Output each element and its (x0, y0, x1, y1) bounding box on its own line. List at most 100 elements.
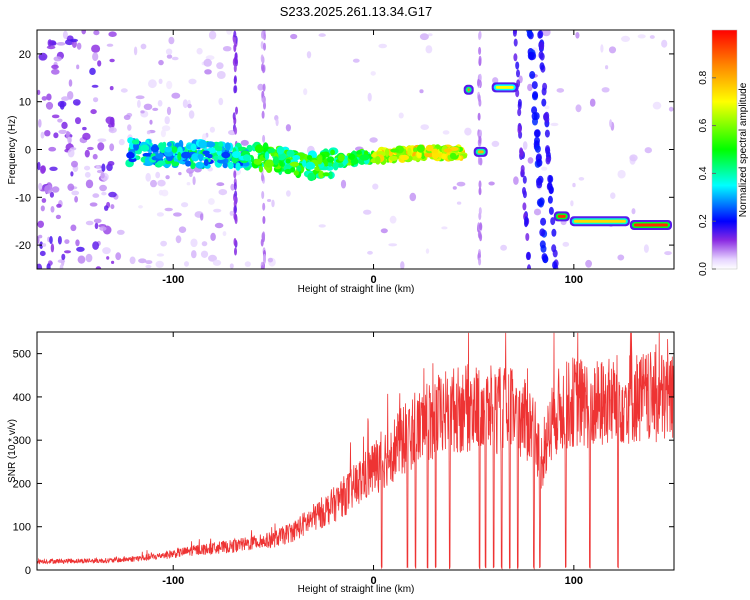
noise-speckle (164, 116, 170, 125)
ridge-blob (293, 170, 299, 176)
noise-speckle (101, 163, 106, 172)
streak-blob (547, 195, 553, 204)
ridge-blob (356, 150, 362, 155)
streak-blob (533, 112, 540, 121)
noise-speckle (116, 229, 125, 235)
noise-speckle (38, 182, 43, 191)
noise-speckle (75, 239, 80, 247)
streak-blob (478, 135, 482, 144)
snr-frame (36, 331, 675, 571)
ridge-blob (322, 172, 330, 177)
noise-speckle (203, 58, 212, 67)
ridge-blob (258, 165, 263, 173)
y-tick-label: 0 (25, 145, 31, 157)
noise-speckle (70, 171, 74, 177)
noise-speckle (93, 218, 102, 224)
noise-speckle (95, 266, 102, 269)
noise-speckle (62, 30, 68, 39)
noise-speckle (306, 51, 312, 59)
noise-speckle (318, 33, 326, 37)
streak-blob (551, 244, 557, 253)
noise-speckle (133, 46, 138, 56)
streak-blob (536, 158, 543, 167)
noise-speckle (166, 80, 173, 90)
spectrogram-ylabel: Frequency (Hz) (7, 116, 18, 185)
noise-speckle (39, 250, 46, 257)
streak-blob (539, 240, 546, 249)
noise-speckle (527, 157, 534, 164)
noise-speckle (542, 30, 551, 37)
ridge-blob (318, 170, 325, 179)
noise-speckle (94, 222, 99, 230)
noise-speckle (146, 130, 151, 135)
noise-speckle (589, 98, 596, 107)
noise-speckle (37, 263, 43, 269)
ridge-blob (443, 148, 452, 153)
noise-speckle (72, 99, 81, 106)
ridge-blob (155, 153, 164, 159)
noise-speckle (108, 31, 117, 37)
noise-speckle (50, 243, 55, 253)
noise-speckle (70, 224, 77, 232)
ridge-blob (342, 158, 347, 166)
noise-speckle (164, 207, 173, 212)
ridge-blob (213, 155, 219, 162)
streak-blob (234, 196, 238, 204)
noise-speckle (64, 250, 71, 254)
colorbar-tick-label: 0.6 (698, 118, 709, 132)
ridge-blob (272, 156, 279, 166)
ridge-blob (307, 172, 316, 182)
ridge-blob (254, 144, 264, 154)
noise-speckle (51, 114, 60, 119)
ridge-blob (337, 154, 345, 162)
noise-speckle (160, 129, 166, 138)
noise-speckle (81, 30, 86, 35)
streak-blob (548, 175, 554, 184)
ridge-blob (171, 161, 180, 167)
noise-speckle (155, 171, 161, 179)
noise-speckle (196, 47, 203, 55)
noise-speckle (610, 192, 616, 199)
x-tick-label: 0 (370, 274, 376, 286)
noise-speckle (575, 32, 580, 39)
noise-speckle (165, 175, 170, 180)
ridge-blob (325, 165, 334, 171)
noise-speckle (84, 149, 90, 158)
noise-speckle (57, 118, 63, 123)
noise-speckle (61, 253, 66, 261)
streak-blob (233, 116, 237, 125)
noise-speckle (135, 95, 145, 100)
colorbar: 0.0 0.2 0.4 0.6 0.8 Normalized spectral ampl… (698, 29, 749, 276)
noise-speckle (491, 140, 500, 147)
noise-speckle (222, 46, 232, 52)
streak-blob (478, 187, 482, 196)
noise-speckle (92, 52, 99, 61)
snr-axes: -100 0 100 0 100 200 300 400 500 (13, 332, 674, 587)
noise-speckle (271, 199, 275, 208)
noise-speckle (488, 181, 495, 186)
noise-speckle (166, 54, 173, 59)
x-tick-label: 100 (565, 274, 583, 286)
noise-speckle (57, 235, 62, 245)
streak-blob (522, 202, 527, 211)
noise-speckle (171, 92, 181, 99)
noise-speckle (74, 196, 78, 203)
streak-blob (524, 219, 528, 228)
ridge-blob (332, 161, 339, 171)
noise-speckle (145, 264, 152, 269)
ridge-blob (243, 154, 251, 162)
streak-blob (260, 54, 264, 63)
noise-speckle (57, 100, 67, 108)
noise-speckle (522, 141, 528, 150)
noise-speckle (541, 166, 548, 171)
colorbar-label: Normalized spectral amplitude (738, 82, 749, 217)
noise-speckle (158, 78, 163, 85)
ridge-blob (253, 158, 262, 165)
x-tick-label: -100 (162, 274, 184, 286)
noise-speckle (92, 241, 99, 250)
ridge-blob (390, 148, 400, 153)
noise-speckle (41, 243, 47, 247)
noise-speckle (267, 257, 273, 263)
noise-speckle (363, 209, 372, 215)
